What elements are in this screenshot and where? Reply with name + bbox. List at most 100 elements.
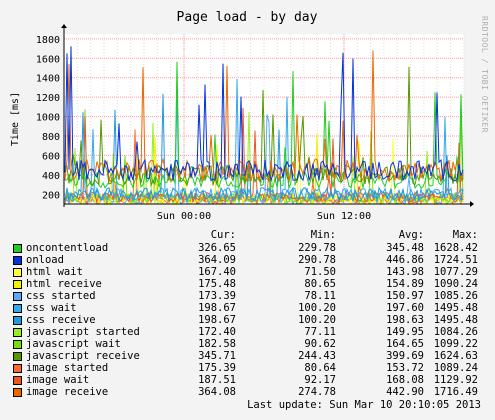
y-tick-label: 1800 xyxy=(36,35,60,46)
legend-value-cur: 198.67 xyxy=(198,314,236,326)
y-tick-label: 200 xyxy=(42,190,60,201)
y-axis-label: Time [ms] xyxy=(10,92,21,146)
legend-value-cur: 345.71 xyxy=(198,350,236,362)
legend-series-name: image started xyxy=(26,362,109,374)
legend-value-max: 1099.22 xyxy=(433,338,478,350)
legend-item: javascript started 172.40 77.11 149.95 1084.… xyxy=(0,326,495,338)
y-axis-arrow xyxy=(61,24,67,28)
legend-value-min: 229.78 xyxy=(298,242,336,254)
legend-header-min: Min: xyxy=(310,229,336,241)
legend-value-max: 1624.63 xyxy=(433,350,478,362)
last-update: Last update: Sun Mar 10 20:10:05 2013 xyxy=(247,399,481,411)
legend-swatch xyxy=(13,304,22,313)
legend-value-max: 1716.49 xyxy=(433,386,478,398)
legend-item: css wait 198.67 100.20 197.60 1495.48 xyxy=(0,302,495,314)
legend-series-name: javascript wait xyxy=(26,338,121,350)
legend: Cur: Min: Avg: Max: oncontentload 326.65 2… xyxy=(0,229,495,398)
legend-value-min: 244.43 xyxy=(298,350,336,362)
legend-value-min: 77.11 xyxy=(304,326,336,338)
chart-canvas: 200 400 600 800 1000 1200 1400 1600 1800 Sun 00:0… xyxy=(10,10,474,222)
legend-item: image wait 187.51 92.17 168.08 1129.92 xyxy=(0,374,495,386)
legend-series-name: css started xyxy=(26,290,96,302)
legend-item: css receive 198.67 100.20 198.63 1495.48 xyxy=(0,314,495,326)
legend-value-avg: 168.08 xyxy=(386,374,424,386)
rrdtool-watermark: RRDTOOL / TOBI OETIKER xyxy=(480,16,489,133)
chart-title: Page load - by day xyxy=(177,10,318,25)
legend-item: javascript receive 345.71 244.43 399.69 1624… xyxy=(0,350,495,362)
legend-value-min: 274.78 xyxy=(298,386,336,398)
legend-item: css started 173.39 78.11 150.97 1085.26 xyxy=(0,290,495,302)
series-line-image-receive xyxy=(64,50,464,184)
legend-value-cur: 364.09 xyxy=(198,254,236,266)
series-line-javascript-wait xyxy=(64,109,464,205)
legend-value-cur: 182.58 xyxy=(198,338,236,350)
legend-item: javascript wait 182.58 90.62 164.65 1099.22 xyxy=(0,338,495,350)
legend-value-min: 78.11 xyxy=(304,290,336,302)
legend-series-name: oncontentload xyxy=(26,242,109,254)
legend-value-max: 1495.48 xyxy=(433,314,478,326)
y-tick-label: 1000 xyxy=(36,113,60,124)
legend-value-min: 71.50 xyxy=(304,266,336,278)
legend-value-min: 100.20 xyxy=(298,314,336,326)
legend-value-max: 1089.24 xyxy=(433,362,478,374)
legend-item: onload 364.09 290.78 446.86 1724.51 xyxy=(0,254,495,266)
legend-value-max: 1129.92 xyxy=(433,374,478,386)
legend-item: image receive 364.08 274.78 442.90 1716.49 xyxy=(0,386,495,398)
legend-value-avg: 150.97 xyxy=(386,290,424,302)
legend-swatch xyxy=(13,256,22,265)
y-tick-label: 1400 xyxy=(36,74,60,85)
legend-value-avg: 345.48 xyxy=(386,242,424,254)
legend-swatch xyxy=(13,328,22,337)
legend-value-cur: 172.40 xyxy=(198,326,236,338)
y-tick-label: 1600 xyxy=(36,54,60,65)
legend-swatch xyxy=(13,352,22,361)
legend-swatch xyxy=(13,376,22,385)
legend-header-cur: Cur: xyxy=(210,229,236,241)
legend-item: html wait 167.40 71.50 143.98 1077.29 xyxy=(0,266,495,278)
legend-value-cur: 198.67 xyxy=(198,302,236,314)
legend-series-name: html wait xyxy=(26,266,83,278)
legend-value-avg: 442.90 xyxy=(386,386,424,398)
series-line-css-receive xyxy=(64,93,464,203)
y-tick-label: 600 xyxy=(42,151,60,162)
legend-value-cur: 187.51 xyxy=(198,374,236,386)
legend-value-min: 92.17 xyxy=(304,374,336,386)
legend-value-avg: 143.98 xyxy=(386,266,424,278)
legend-value-avg: 153.72 xyxy=(386,362,424,374)
legend-value-cur: 167.40 xyxy=(198,266,236,278)
legend-header-max: Max: xyxy=(452,229,478,241)
legend-series-name: css wait xyxy=(26,302,77,314)
legend-value-min: 80.64 xyxy=(304,362,336,374)
legend-swatch xyxy=(13,292,22,301)
legend-swatch xyxy=(13,388,22,397)
x-tick-label: Sun 00:00 xyxy=(157,211,211,222)
legend-series-name: image wait xyxy=(26,374,90,386)
legend-series-name: onload xyxy=(26,254,64,266)
legend-swatch xyxy=(13,364,22,373)
legend-value-cur: 326.65 xyxy=(198,242,236,254)
y-tick-label: 400 xyxy=(42,171,60,182)
legend-series-name: javascript receive xyxy=(26,350,140,362)
legend-value-cur: 175.48 xyxy=(198,278,236,290)
legend-series-name: javascript started xyxy=(26,326,140,338)
x-tick-label: Sun 12:00 xyxy=(317,211,371,222)
legend-value-max: 1085.26 xyxy=(433,290,478,302)
legend-value-max: 1724.51 xyxy=(433,254,478,266)
legend-value-min: 100.20 xyxy=(298,302,336,314)
legend-value-max: 1084.26 xyxy=(433,326,478,338)
legend-header: Cur: Min: Avg: Max: xyxy=(0,229,495,242)
legend-value-avg: 164.65 xyxy=(386,338,424,350)
legend-item: html receive 175.48 80.65 154.89 1090.24 xyxy=(0,278,495,290)
legend-value-cur: 173.39 xyxy=(198,290,236,302)
legend-swatch xyxy=(13,316,22,325)
legend-header-avg: Avg: xyxy=(398,229,424,241)
legend-value-max: 1495.48 xyxy=(433,302,478,314)
legend-value-min: 80.65 xyxy=(304,278,336,290)
legend-value-avg: 197.60 xyxy=(386,302,424,314)
legend-swatch xyxy=(13,280,22,289)
legend-series-name: image receive xyxy=(26,386,109,398)
legend-swatch xyxy=(13,244,22,253)
legend-series-name: html receive xyxy=(26,278,102,290)
legend-value-max: 1628.42 xyxy=(433,242,478,254)
series-line-onload xyxy=(64,46,464,183)
